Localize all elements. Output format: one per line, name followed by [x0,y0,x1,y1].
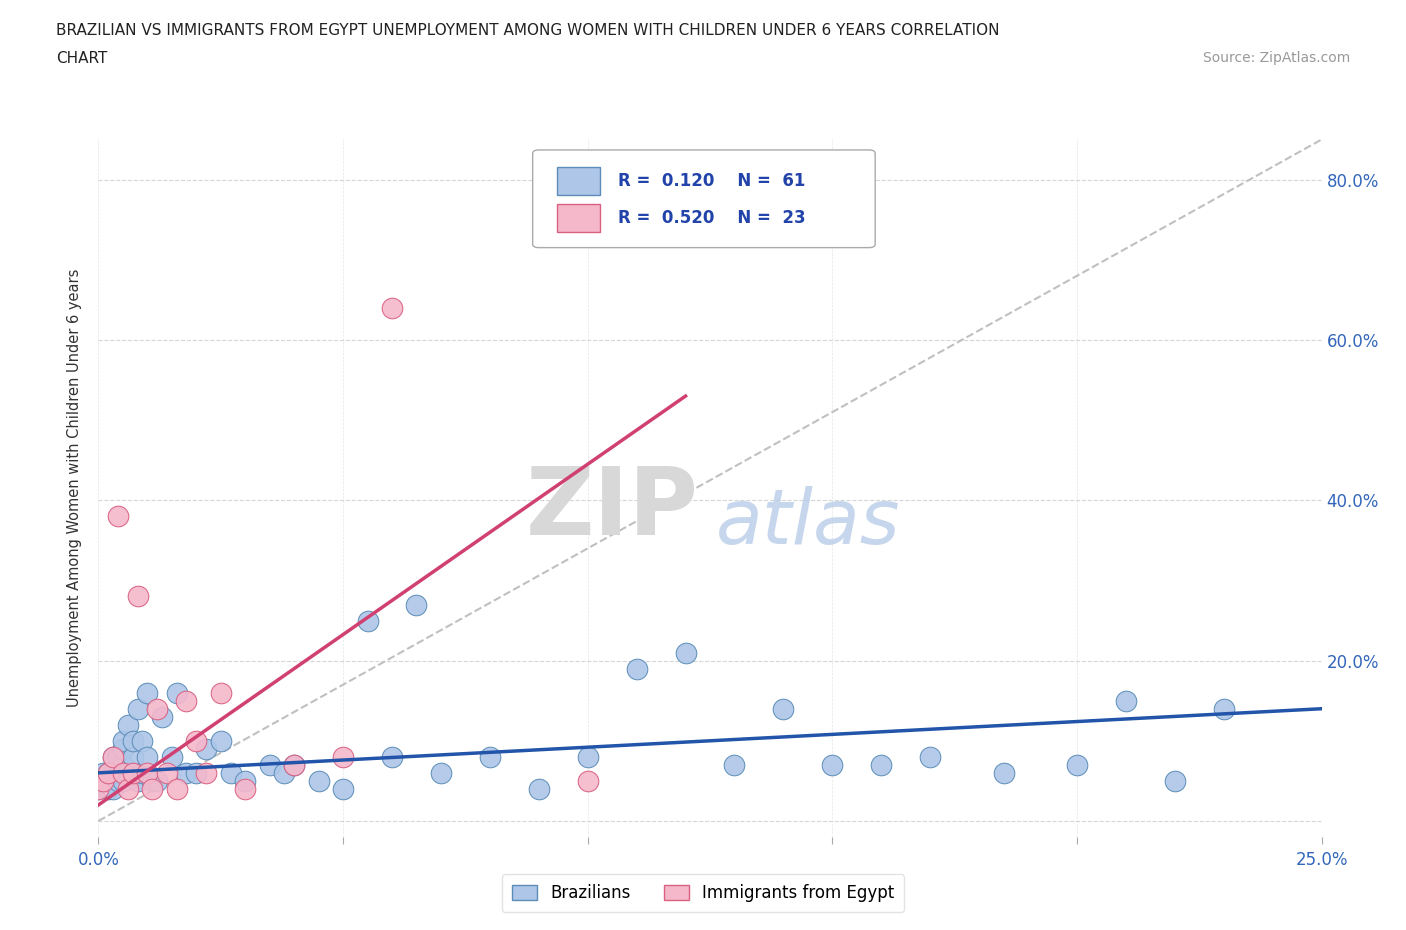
Point [259,757,281,772]
Point [1164,774,1187,789]
Text: ZIP: ZIP [526,463,699,555]
Point [283,757,305,772]
Point [176,693,198,708]
Point [233,781,256,796]
Point [101,750,124,764]
Point [127,774,149,789]
Point [430,765,453,780]
Point [821,757,844,772]
Legend: Brazilians, Immigrants from Egypt: Brazilians, Immigrants from Egypt [502,874,904,912]
Point [195,765,218,780]
Point [111,765,134,780]
Point [209,685,232,700]
Point [91,774,114,789]
Point [101,750,124,764]
Point [186,734,208,749]
Point [136,765,159,780]
Point [870,757,893,772]
Point [356,613,378,628]
Point [131,734,153,749]
Point [97,781,120,796]
Point [111,774,134,789]
Point [283,757,305,772]
Point [176,765,198,780]
Point [141,774,163,789]
Point [156,765,179,780]
Point [127,589,149,604]
Point [91,765,114,780]
Point [121,765,143,780]
Point [478,750,501,764]
Point [107,774,129,789]
Point [219,765,242,780]
Point [97,765,120,780]
Text: CHART: CHART [56,51,108,66]
Point [131,765,153,780]
FancyBboxPatch shape [557,204,600,232]
Point [1066,757,1088,772]
Text: BRAZILIAN VS IMMIGRANTS FROM EGYPT UNEMPLOYMENT AMONG WOMEN WITH CHILDREN UNDER : BRAZILIAN VS IMMIGRANTS FROM EGYPT UNEMP… [56,23,1000,38]
Point [332,750,354,764]
Point [626,661,648,676]
Point [107,509,129,524]
Point [146,701,169,716]
Point [121,765,143,780]
Point [121,734,143,749]
Point [1212,701,1234,716]
Point [166,781,188,796]
Point [233,774,256,789]
Point [527,781,550,796]
Point [107,750,129,764]
Point [381,750,404,764]
Point [117,781,139,796]
Point [166,685,188,700]
Point [772,701,794,716]
Text: atlas: atlas [716,486,900,560]
Point [87,781,110,796]
Point [101,765,124,780]
Point [136,685,159,700]
Point [405,597,427,612]
Text: R =  0.120    N =  61: R = 0.120 N = 61 [619,172,806,191]
Y-axis label: Unemployment Among Women with Children Under 6 years: Unemployment Among Women with Children U… [67,269,83,708]
Point [195,741,218,756]
Point [87,781,110,796]
FancyBboxPatch shape [557,167,600,195]
FancyBboxPatch shape [533,150,875,247]
Point [308,774,330,789]
Point [576,774,599,789]
Point [127,701,149,716]
Point [675,645,697,660]
Point [111,734,134,749]
Point [332,781,354,796]
Point [111,741,134,756]
Point [136,750,159,764]
Point [186,765,208,780]
Point [146,774,169,789]
Point [920,750,942,764]
Point [1115,693,1137,708]
Point [101,781,124,796]
Point [723,757,745,772]
Point [117,717,139,732]
Point [150,710,173,724]
Text: Source: ZipAtlas.com: Source: ZipAtlas.com [1202,51,1350,65]
Point [107,765,129,780]
Point [160,750,183,764]
Point [97,765,120,780]
Text: R =  0.520    N =  23: R = 0.520 N = 23 [619,208,806,227]
Point [111,757,134,772]
Point [141,781,163,796]
Point [91,774,114,789]
Point [993,765,1015,780]
Point [576,750,599,764]
Point [209,734,232,749]
Point [273,765,295,780]
Point [381,300,404,315]
Point [121,750,143,764]
Point [117,765,139,780]
